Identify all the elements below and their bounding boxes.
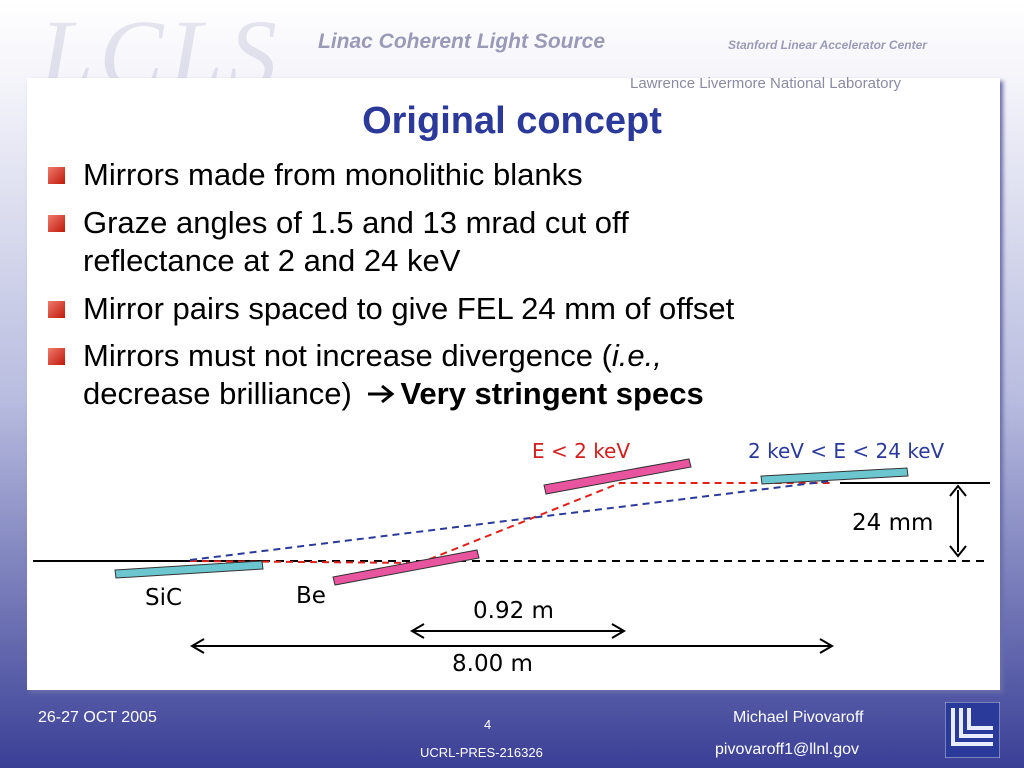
bullet-text: Graze angles of 1.5 and 13 mrad cut off — [83, 205, 629, 240]
bullet: Mirror pairs spaced to give FEL 24 mm of… — [48, 290, 734, 328]
report-number: UCRL-PRES-216326 — [420, 745, 543, 760]
arrow-icon — [368, 384, 395, 404]
content-panel — [27, 78, 1000, 690]
label: 0.92 m — [473, 598, 554, 624]
footer-email: pivovaroff1@llnl.gov — [715, 741, 860, 758]
label: SiC — [145, 585, 182, 611]
bullet-text: decrease brilliance) — [83, 376, 352, 411]
bullet-line: decrease brilliance) Very stringent spec… — [83, 375, 704, 413]
label: E < 2 keV — [532, 439, 630, 463]
bullet-bold: Very stringent specs — [400, 376, 704, 411]
org: Stanford Linear Accelerator Center — [728, 38, 927, 52]
bullet-text: reflectance at 2 and 24 keV — [83, 243, 461, 278]
slide-title: Original concept — [362, 100, 662, 142]
bullet-italic: i.e., — [611, 338, 662, 373]
bullet-line: Mirrors must not increase divergence (i.… — [83, 337, 704, 375]
org: Lawrence Livermore National Laboratory — [630, 75, 901, 92]
bullet-text: Mirror pairs spaced to give FEL 24 mm of… — [83, 291, 735, 326]
footer-date: 26-27 OCT 2005 — [38, 709, 157, 726]
label: Be — [296, 583, 326, 609]
bullet: Mirrors must not increase divergence (i.… — [48, 337, 704, 413]
mirror-diagram: E < 2 keV 2 keV < E < 24 keV 24 mm SiC B… — [33, 439, 990, 677]
lab-logo — [945, 702, 1000, 758]
label: 8.00 m — [452, 651, 533, 677]
label: 24 mm — [852, 510, 933, 536]
page-number: 4 — [484, 717, 492, 732]
bullet-text: Mirrors made from monolithic blanks — [83, 157, 583, 192]
bullet-text: Mirrors must not increase divergence ( — [83, 338, 612, 373]
bullet: Mirrors made from monolithic blanks — [48, 156, 583, 194]
footer-author: Michael Pivovaroff — [733, 709, 864, 726]
subtitle: Linac Coherent Light Source — [318, 30, 606, 53]
label: 2 keV < E < 24 keV — [748, 439, 945, 463]
bullet: Graze angles of 1.5 and 13 mrad cut off r… — [48, 204, 629, 280]
